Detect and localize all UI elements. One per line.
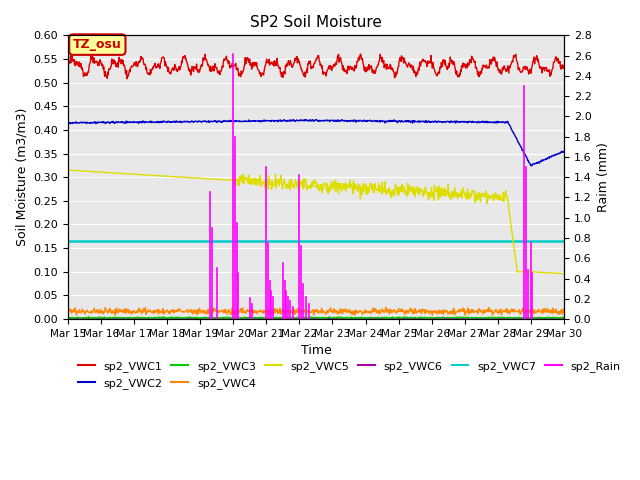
Y-axis label: Raim (mm): Raim (mm) — [597, 142, 610, 212]
Legend: sp2_VWC1, sp2_VWC2, sp2_VWC3, sp2_VWC4, sp2_VWC5, sp2_VWC6, sp2_VWC7, sp2_Rain: sp2_VWC1, sp2_VWC2, sp2_VWC3, sp2_VWC4, … — [74, 357, 625, 393]
Title: SP2 Soil Moisture: SP2 Soil Moisture — [250, 15, 382, 30]
X-axis label: Time: Time — [301, 344, 332, 357]
Y-axis label: Soil Moisture (m3/m3): Soil Moisture (m3/m3) — [15, 108, 28, 246]
Text: TZ_osu: TZ_osu — [73, 38, 122, 51]
